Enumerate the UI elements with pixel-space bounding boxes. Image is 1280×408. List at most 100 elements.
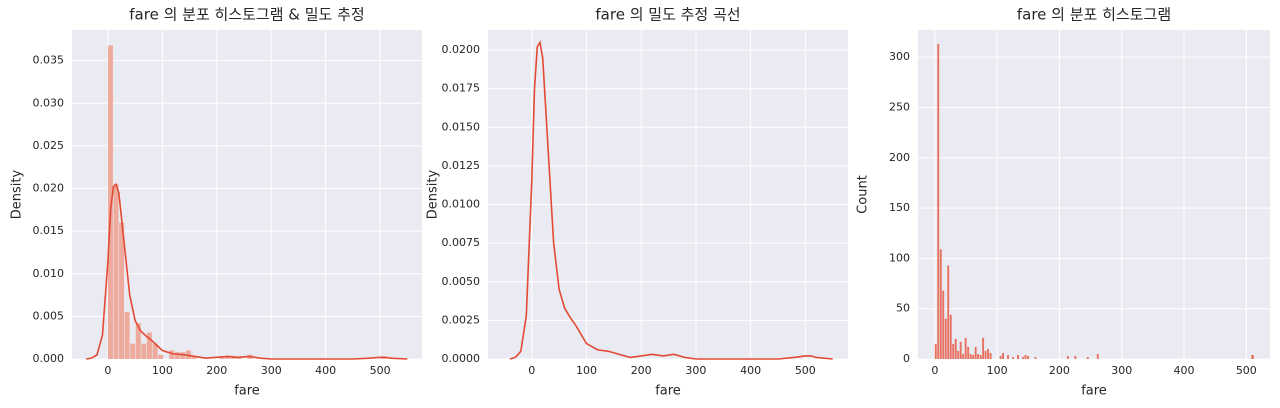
bar: [1024, 354, 1027, 359]
bar: [954, 338, 957, 359]
bar: [987, 348, 990, 359]
x-tick-label: 0: [528, 364, 535, 377]
bar: [959, 341, 962, 359]
y-tick-label: 0.0000: [442, 352, 481, 365]
y-tick-label: 0.0075: [442, 236, 481, 249]
x-axis-label: fare: [655, 384, 681, 399]
bar: [967, 346, 970, 359]
bar: [230, 356, 236, 359]
y-axis-label: Density: [426, 169, 441, 219]
y-tick-label: 0.035: [33, 54, 65, 67]
y-tick-label: 0.0125: [442, 159, 481, 172]
x-tick-label: 500: [370, 364, 391, 377]
bar: [937, 44, 940, 359]
bar: [152, 343, 158, 359]
x-tick-label: 0: [931, 364, 938, 377]
bar: [962, 353, 965, 359]
bar: [982, 337, 985, 359]
x-axis-label: fare: [1081, 384, 1107, 399]
kde-line: [86, 182, 408, 360]
y-tick-label: 150: [889, 201, 910, 214]
plot-area: [72, 30, 422, 359]
bar: [977, 353, 980, 359]
bar: [236, 357, 242, 359]
bar: [124, 312, 130, 359]
y-tick-label: 100: [889, 251, 910, 264]
y-tick-label: 0.005: [33, 309, 65, 322]
x-tick-label: 300: [261, 364, 282, 377]
bar: [180, 352, 186, 359]
y-tick-label: 300: [889, 50, 910, 63]
x-tick-label: 400: [740, 364, 761, 377]
chart-title: fare 의 분포 히스토그램 & 밀도 추정: [129, 6, 364, 24]
bar: [989, 352, 992, 359]
bar: [130, 343, 136, 359]
x-tick-label: 200: [206, 364, 227, 377]
bar: [174, 352, 180, 359]
bar: [146, 332, 152, 359]
bar: [141, 343, 147, 359]
y-tick-label: 0.0025: [442, 313, 481, 326]
bar: [225, 356, 231, 359]
bar: [974, 346, 977, 359]
bar: [135, 323, 141, 359]
bar: [1022, 356, 1024, 359]
y-tick-label: 0.030: [33, 96, 65, 109]
x-tick-label: 0: [104, 364, 111, 377]
y-tick-label: 250: [889, 100, 910, 113]
y-tick-label: 0.0175: [442, 82, 481, 95]
chart-title: fare 의 분포 히스토그램: [1017, 6, 1171, 24]
bar: [949, 314, 952, 359]
x-tick-label: 200: [1049, 364, 1070, 377]
bar: [969, 353, 972, 359]
bar: [191, 356, 197, 359]
bar: [1096, 353, 1099, 359]
bar: [1007, 354, 1009, 359]
x-tick-label: 100: [576, 364, 597, 377]
y-tick-label: 0.020: [33, 182, 65, 195]
bar: [934, 343, 937, 359]
bar: [942, 290, 945, 359]
y-axis-label: Density: [10, 169, 25, 219]
bar: [158, 354, 164, 359]
x-tick-label: 300: [1111, 364, 1132, 377]
y-tick-label: 0.025: [33, 139, 65, 152]
bar: [984, 350, 987, 359]
bar: [113, 184, 119, 359]
x-tick-label: 500: [795, 364, 816, 377]
x-tick-label: 400: [1174, 364, 1195, 377]
y-tick-label: 0.0150: [442, 120, 481, 133]
x-tick-label: 400: [315, 364, 336, 377]
kde-line: [509, 40, 833, 360]
bar: [1086, 356, 1089, 359]
y-axis-label: Count: [856, 175, 871, 214]
x-tick-label: 100: [152, 364, 173, 377]
bar: [944, 318, 947, 359]
y-tick-label: 0.000: [33, 352, 65, 365]
bar: [1034, 356, 1037, 359]
x-tick-label: 500: [1236, 364, 1257, 377]
y-tick-label: 0: [903, 352, 910, 365]
bar: [939, 249, 942, 359]
y-tick-label: 0.015: [33, 224, 65, 237]
bar: [999, 355, 1002, 359]
y-tick-label: 50: [896, 302, 910, 315]
bar: [1002, 352, 1004, 359]
bar: [964, 337, 967, 359]
bar: [1012, 356, 1014, 359]
x-tick-label: 200: [631, 364, 652, 377]
plot-area: [488, 30, 848, 359]
bar: [1066, 355, 1069, 359]
y-tick-label: 200: [889, 151, 910, 164]
x-tick-label: 300: [685, 364, 706, 377]
bar: [947, 265, 950, 359]
x-tick-label: 100: [987, 364, 1008, 377]
y-tick-label: 0.0050: [442, 275, 481, 288]
bar: [979, 354, 982, 359]
y-tick-label: 0.0200: [442, 43, 481, 56]
bar: [1074, 355, 1077, 359]
y-tick-label: 0.0100: [442, 198, 481, 211]
bar: [219, 357, 225, 359]
bar: [1017, 354, 1019, 359]
